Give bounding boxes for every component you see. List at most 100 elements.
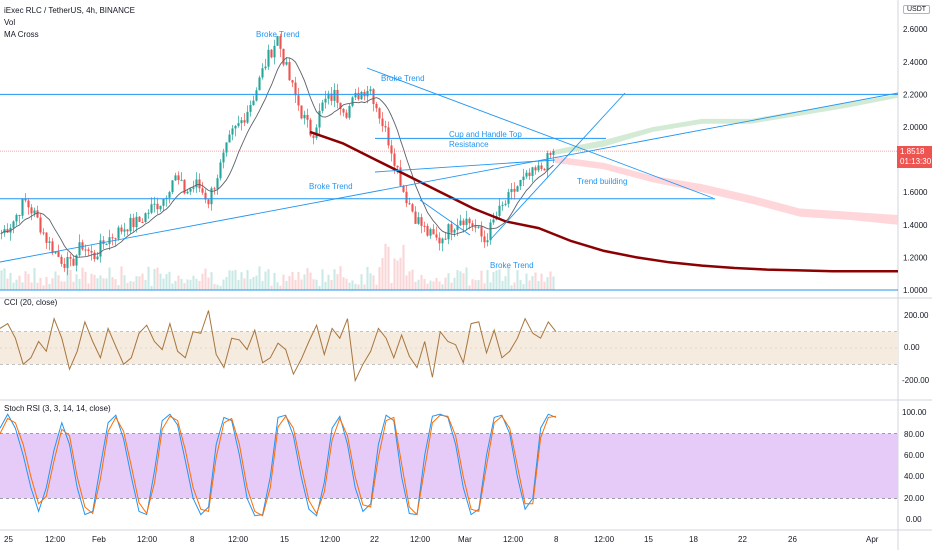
volume-bar: [270, 285, 273, 290]
cci-tick-label: 200.00: [904, 311, 929, 320]
candle-body: [522, 176, 525, 181]
trendline-rising: [0, 92, 899, 263]
volume-bar: [336, 274, 339, 290]
volume-bar: [132, 281, 135, 290]
price-tick-label: 1.6000: [903, 188, 928, 197]
indicator-ma-cross-label[interactable]: MA Cross: [4, 30, 39, 39]
stoch-d-line: [0, 414, 557, 517]
candle-body: [114, 238, 117, 240]
candle-body: [153, 203, 156, 205]
stoch-tick-label: 20.00: [904, 494, 925, 503]
candle-body: [309, 119, 312, 136]
candle-body: [468, 218, 471, 224]
candle-body: [525, 172, 528, 177]
volume-bar: [372, 275, 375, 290]
candle-body: [375, 103, 378, 109]
x-tick-label: 12:00: [410, 535, 431, 544]
candle-body: [0, 233, 3, 235]
candle-body: [261, 68, 264, 78]
candle-body: [357, 92, 360, 100]
volume-bar: [9, 272, 12, 290]
volume-bar: [390, 283, 393, 290]
candle-body: [348, 105, 351, 118]
volume-bar: [483, 283, 486, 290]
volume-bar: [435, 277, 438, 290]
volume-bar: [120, 266, 123, 290]
candle-body: [291, 80, 294, 83]
candle-body: [156, 203, 159, 210]
candle-body: [429, 229, 432, 236]
candle-body: [30, 207, 33, 214]
candle-body: [285, 62, 288, 65]
annotation-resistance: Resistance: [449, 140, 489, 149]
volume-bar: [84, 271, 87, 290]
volume-bar: [267, 269, 270, 290]
candle-body: [453, 229, 456, 233]
candle-body: [483, 236, 486, 243]
volume-bar: [324, 281, 327, 290]
candle-body: [255, 90, 258, 101]
volume-bar: [486, 270, 489, 290]
volume-bar: [438, 281, 441, 290]
candle-body: [366, 90, 369, 97]
volume-bar: [159, 273, 162, 290]
volume-bar: [525, 273, 528, 290]
candle-body: [21, 198, 24, 216]
volume-bar: [549, 271, 552, 290]
currency-badge[interactable]: USDT: [903, 5, 931, 14]
candle-body: [12, 221, 15, 228]
volume-bar: [516, 270, 519, 290]
volume-bar: [39, 277, 42, 290]
candle-body: [108, 237, 111, 244]
candle-body: [513, 189, 516, 192]
volume-bar: [108, 267, 111, 290]
forecast-band-red: [555, 156, 898, 225]
cci-pane-label[interactable]: CCI (20, close): [4, 298, 58, 307]
candle-body: [66, 256, 69, 268]
price-tick-label: 2.0000: [903, 123, 928, 132]
candle-body: [387, 127, 390, 146]
volume-bar: [330, 280, 333, 290]
volume-bar: [495, 270, 498, 290]
ma-long-line: [309, 130, 898, 273]
volume-bar: [36, 282, 39, 290]
indicator-vol-label[interactable]: Vol: [4, 18, 16, 27]
cci-line: [0, 310, 557, 383]
volume-bar: [0, 270, 3, 290]
candle-body: [36, 210, 39, 218]
volume-bar: [180, 278, 183, 290]
candle-body: [294, 82, 297, 96]
candle-body: [243, 120, 246, 123]
x-tick-label: 12:00: [45, 535, 66, 544]
volume-bar: [513, 282, 516, 290]
volume-bar: [282, 274, 285, 290]
x-tick-label: Mar: [458, 535, 472, 544]
volume-bar: [393, 258, 396, 290]
volume-bar: [285, 280, 288, 290]
x-tick-label: 8: [554, 535, 559, 544]
volume-bar: [240, 272, 243, 290]
x-tick-label: 22: [738, 535, 747, 544]
volume-bar: [12, 282, 15, 290]
candle-body: [504, 203, 507, 205]
volume-bar: [339, 266, 342, 290]
candle-body: [84, 249, 87, 251]
volume-bar: [72, 281, 75, 290]
candle-body: [531, 167, 534, 176]
candle-body: [72, 258, 75, 266]
volume-bar: [462, 273, 465, 290]
volume-bar: [531, 276, 534, 290]
candle-body: [321, 102, 324, 111]
volume-bar: [378, 267, 381, 290]
candle-body: [198, 179, 201, 189]
volume-bar: [459, 271, 462, 290]
stoch-tick-label: 80.00: [904, 430, 925, 439]
volume-bar: [87, 283, 90, 290]
volume-bar: [30, 282, 33, 290]
candle-body: [510, 189, 513, 193]
stoch-pane-label[interactable]: Stoch RSI (3, 3, 14, 14, close): [4, 404, 111, 413]
volume-bar: [174, 280, 177, 290]
symbol-title: iExec RLC / TetherUS, 4h, BINANCE: [4, 6, 136, 15]
cci-band: [0, 331, 898, 365]
volume-bar: [498, 269, 501, 290]
